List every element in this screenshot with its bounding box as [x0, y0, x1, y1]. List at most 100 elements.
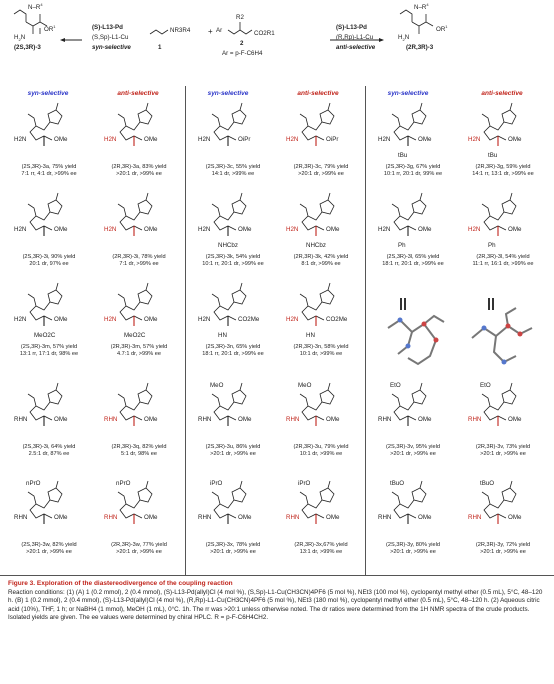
backbone	[29, 499, 53, 519]
lactam-ring	[137, 109, 153, 125]
carbamate-label: tBuO	[390, 480, 405, 487]
compound-cell: H2N OMe (2R,3R)-3l, 54% yield 11:1 rr, 16:1…	[460, 190, 546, 282]
compound-yield: (2R,3R)-3i, 78% yield	[112, 254, 166, 260]
col-head-2: anti-selective	[117, 90, 159, 97]
compound-yield: (2S,3R)-3x, 78% yield	[205, 542, 261, 548]
compound-label: (2R,3R)-3x,67% yield 13:1 dr, >99% ee	[278, 542, 364, 556]
carbonyl-bond	[509, 382, 513, 391]
amine-label: RHN	[198, 416, 212, 423]
carbonyl-bond	[239, 282, 243, 291]
carbonyl-bond	[327, 102, 331, 111]
compound-yield: (2S,3R)-3n, 65% yield	[205, 344, 261, 350]
backbone	[213, 401, 237, 421]
compound-cell: H2N OMe (2R,3R)-3a, 83% yield >20:1 dr, >99…	[96, 100, 182, 192]
structure-drawing	[481, 192, 517, 236]
carbonyl-bond	[509, 480, 513, 489]
carbamate-label: iPrO	[298, 480, 311, 487]
carbamate-label: MeO	[298, 382, 312, 389]
ester-label: OMe	[54, 416, 68, 423]
reagent2-r2: R2	[236, 14, 244, 21]
amine-label: H2N	[468, 226, 481, 233]
compound-label: (2S,3R)-3x, 78% yield >20:1 dr, >99% ee	[190, 542, 276, 556]
side-chain-label: tBu	[488, 152, 498, 159]
side-chain-label: MeO2C	[34, 332, 56, 339]
ester-label: CO2Me	[326, 316, 348, 323]
structure-drawing	[391, 382, 427, 426]
amine-label: H2N	[378, 226, 391, 233]
compound-yield: (2S,3R)-3i, 64% yield	[22, 444, 76, 450]
backbone	[483, 401, 507, 421]
structure-drawing	[391, 480, 427, 524]
structure-drawing	[117, 102, 153, 146]
amine-label: RHN	[468, 514, 482, 521]
amine-label: H2N	[198, 136, 211, 143]
vinyl-group	[299, 491, 309, 505]
compound-label: (2R,3R)-3m, 57% yield 4.7:1 dr, >99% ee	[96, 344, 182, 358]
structure-drawing	[299, 480, 335, 524]
backbone	[213, 121, 237, 141]
vinyl-group	[299, 203, 309, 217]
syn-arrow-label: syn-selective	[92, 44, 131, 51]
compound-cell: RHN OMe (2S,3R)-3i, 64% yield 2.5:1 dr, 87%…	[6, 380, 92, 472]
backbone	[483, 499, 507, 519]
left-or1: OR1	[44, 24, 56, 34]
backbone	[119, 401, 143, 421]
compound-cell: RHN OMe (2S,3R)-3x, 78% yield >20:1 dr, >99…	[190, 478, 276, 570]
col-head-3: syn-selective	[207, 90, 249, 97]
compound-cell: H2N OiPr (2S,3R)-3c, 55% yield 14:1 dr, >99…	[190, 100, 276, 192]
amine-label: RHN	[378, 514, 392, 521]
amine-label: H2N	[286, 226, 299, 233]
compound-selectivity: 10:1 dr, >99% ee	[299, 351, 343, 357]
backbone	[301, 401, 325, 421]
lactam-ring	[501, 109, 517, 125]
compound-yield: (2S,3R)-3m, 57% yield	[20, 344, 78, 350]
xray-structure-syn	[378, 298, 458, 378]
vinyl-group	[117, 293, 127, 307]
compound-selectivity: 4.7:1 dr, >99% ee	[116, 351, 161, 357]
backbone	[119, 499, 143, 519]
scheme-drawing	[13, 9, 434, 42]
backbone	[393, 121, 417, 141]
compound-selectivity: 7:1 dr, >99% ee	[119, 261, 159, 267]
backbone	[301, 499, 325, 519]
backbone	[483, 121, 507, 141]
vinyl-group	[481, 113, 491, 127]
compound-cell: RHN OMe (2R,3R)-3x,67% yield 13:1 dr, >99% …	[278, 478, 364, 570]
vinyl-group	[211, 393, 221, 407]
amine-label: H2N	[14, 226, 27, 233]
vinyl-group	[481, 393, 491, 407]
compound-selectivity: >20:1 dr, >99% ee	[210, 451, 256, 457]
carbonyl-bond	[327, 192, 331, 201]
structure-drawing	[299, 382, 335, 426]
carbonyl-bond	[145, 192, 149, 201]
backbone	[393, 401, 417, 421]
amine-label: RHN	[286, 416, 300, 423]
col-head-4: anti-selective	[297, 90, 339, 97]
backbone	[213, 301, 237, 321]
compound-selectivity: 13:1 dr, >99% ee	[299, 549, 343, 555]
compound-selectivity: >20:1 dr, >99% ee	[116, 549, 162, 555]
compound-yield: (2S,3R)-3v, 95% yield	[386, 444, 440, 450]
compound-selectivity: >20:1 dr, >99% ee	[480, 451, 526, 457]
compound-label: (2R,3R)-3v, 73% yield >20:1 dr, >99% ee	[460, 444, 546, 458]
structure-drawing	[27, 480, 63, 524]
structure-drawing	[481, 102, 517, 146]
carbonyl-bond	[239, 480, 243, 489]
carbamate-label: EtO	[390, 382, 401, 389]
amine-label: RHN	[14, 514, 28, 521]
ester-label: OMe	[144, 514, 158, 521]
amine-label: H2N	[468, 136, 481, 143]
structure-drawing	[211, 480, 247, 524]
compound-label: (2S,3R)-3v, 95% yield >20:1 dr, >99% ee	[370, 444, 456, 458]
backbone	[29, 121, 53, 141]
backbone	[301, 121, 325, 141]
lactam-ring	[501, 487, 517, 503]
carbonyl-bond	[239, 382, 243, 391]
ester-label: OMe	[326, 226, 340, 233]
vinyl-group	[299, 113, 309, 127]
ester-label: OMe	[144, 226, 158, 233]
reagent1-amine: NR3R4	[170, 27, 191, 34]
ester-label: OMe	[418, 416, 432, 423]
compound-cell: RHN OMe (2R,3R)-3v, 73% yield >20:1 dr, >99…	[460, 380, 546, 472]
structure-drawing	[391, 102, 427, 146]
